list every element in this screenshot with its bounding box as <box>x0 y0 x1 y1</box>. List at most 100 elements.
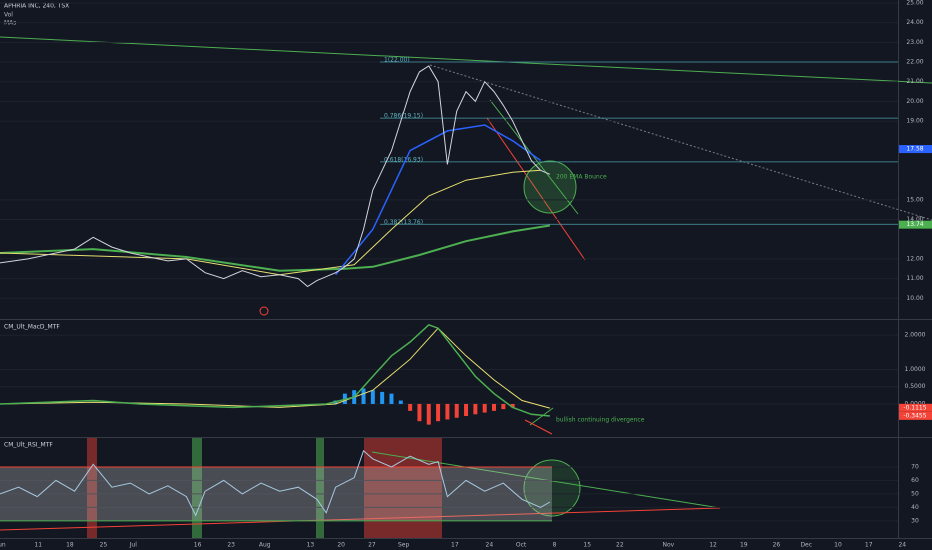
trend-line <box>489 99 579 215</box>
x-tick-label: Aug <box>259 542 271 549</box>
annotation: bullish continuing divergence <box>556 417 645 424</box>
chart-title: APHRIA INC, 240, TSX <box>4 3 69 10</box>
x-tick-label: Sep <box>398 542 410 549</box>
histogram-bar <box>408 403 413 411</box>
trend-line <box>429 64 932 221</box>
series-line <box>0 65 551 288</box>
x-tick-label: 10 <box>834 542 842 549</box>
price-badge-label: -0.3455 <box>903 412 926 419</box>
price-badge <box>899 145 932 154</box>
series-line <box>335 124 542 276</box>
y-tick-label: 21.00 <box>906 78 923 85</box>
event-marker <box>259 306 269 316</box>
x-tick-label: Oct <box>516 542 527 549</box>
fib-label: 1(22.00) <box>384 57 410 64</box>
x-tick-label: Nov <box>662 542 674 549</box>
histogram-bar <box>370 390 375 404</box>
histogram-bar <box>473 403 478 415</box>
histogram-bar <box>445 403 450 420</box>
histogram-bar <box>510 403 515 408</box>
histogram-bar <box>492 403 497 411</box>
y-tick-label: 20.00 <box>906 98 923 105</box>
series-line <box>0 224 551 272</box>
x-tick-label: 17 <box>451 542 459 549</box>
x-tick-label: 15 <box>583 542 591 549</box>
x-tick-label: 11 <box>34 542 42 549</box>
highlight-circle <box>523 459 581 517</box>
divergence-line <box>524 419 553 435</box>
signal-zone <box>87 438 97 538</box>
x-tick-label: 17 <box>865 542 873 549</box>
x-tick-label: 19 <box>740 542 748 549</box>
x-tick-label: 12 <box>709 542 717 549</box>
y-tick-label: 23.00 <box>906 39 923 46</box>
histogram-bar <box>501 403 506 410</box>
y-tick-label: 11.00 <box>906 275 923 282</box>
y-tick-label: 40 <box>911 504 919 511</box>
x-tick-label: un <box>0 542 6 549</box>
price-badge <box>899 220 932 229</box>
y-tick-label: 10.00 <box>906 295 923 302</box>
series-line <box>0 449 551 517</box>
histogram-bar <box>436 403 441 422</box>
y-tick-label: 25.00 <box>906 0 923 6</box>
series-line <box>0 327 551 409</box>
x-tick-label: Dec <box>800 542 812 549</box>
histogram-bar <box>482 403 487 413</box>
divergence-line <box>529 407 554 426</box>
y-tick-label: 70 <box>911 463 919 470</box>
series-line <box>0 169 541 276</box>
x-tick-label: 13 <box>307 542 315 549</box>
price-badge <box>899 403 932 412</box>
x-tick-label: 26 <box>773 542 781 549</box>
fib-label: 0.382(13.76) <box>384 219 423 226</box>
histogram-bar <box>464 403 469 417</box>
trend-line <box>0 507 721 531</box>
y-tick-label: 12.00 <box>906 255 923 262</box>
histogram-bar <box>361 388 366 404</box>
y-tick-label: 0.5000 <box>905 383 926 390</box>
histogram-bar <box>417 403 422 422</box>
rsi-band <box>0 466 552 521</box>
price-badge-label: 17.58 <box>906 146 923 153</box>
histogram-bar <box>380 391 385 404</box>
x-tick-label: 24 <box>898 542 906 549</box>
signal-zone <box>316 438 324 538</box>
price-badge-label: -0.1115 <box>903 404 926 411</box>
histogram-bar <box>398 400 403 404</box>
price-badge <box>899 411 932 420</box>
y-tick-label: 22.00 <box>906 59 923 66</box>
y-tick-label: 50 <box>911 490 919 497</box>
y-tick-label: 24.00 <box>906 19 923 26</box>
y-tick-label: 1.0000 <box>905 366 926 373</box>
histogram-bar <box>454 403 459 418</box>
x-tick-label: 20 <box>337 542 345 549</box>
panel-title: CM_Ult_RSI_MTF <box>4 442 53 449</box>
x-tick-label: 27 <box>368 542 376 549</box>
x-tick-label: 23 <box>227 542 235 549</box>
histogram-bar <box>426 403 431 425</box>
y-tick-label: 14.00 <box>906 216 923 223</box>
fib-label: 0.786(19.15) <box>384 113 423 120</box>
y-tick-label: 60 <box>911 477 919 484</box>
panel-title: CM_Ult_MacD_MTF <box>4 324 60 331</box>
fib-label: 0.618(16.93) <box>384 156 423 163</box>
indicator-label: Vol <box>4 12 13 19</box>
x-tick-label: 18 <box>66 542 74 549</box>
price-badge-label: 13.74 <box>906 221 923 228</box>
y-tick-label: 30 <box>911 517 919 524</box>
x-tick-label: 8 <box>553 542 557 549</box>
y-tick-label: 19.00 <box>906 118 923 125</box>
y-tick-label: 15.00 <box>906 196 923 203</box>
x-tick-label: 16 <box>194 542 202 549</box>
trend-line <box>0 36 932 84</box>
y-tick-label: 2.0000 <box>905 332 926 339</box>
signal-zone <box>192 438 202 538</box>
x-tick-label: 22 <box>616 542 624 549</box>
highlight-circle <box>523 160 577 214</box>
x-tick-label: 25 <box>100 542 108 549</box>
annotation: 200 EMA Bounce <box>556 174 607 181</box>
series-line <box>0 323 550 417</box>
x-tick-label: Jul <box>129 542 138 549</box>
